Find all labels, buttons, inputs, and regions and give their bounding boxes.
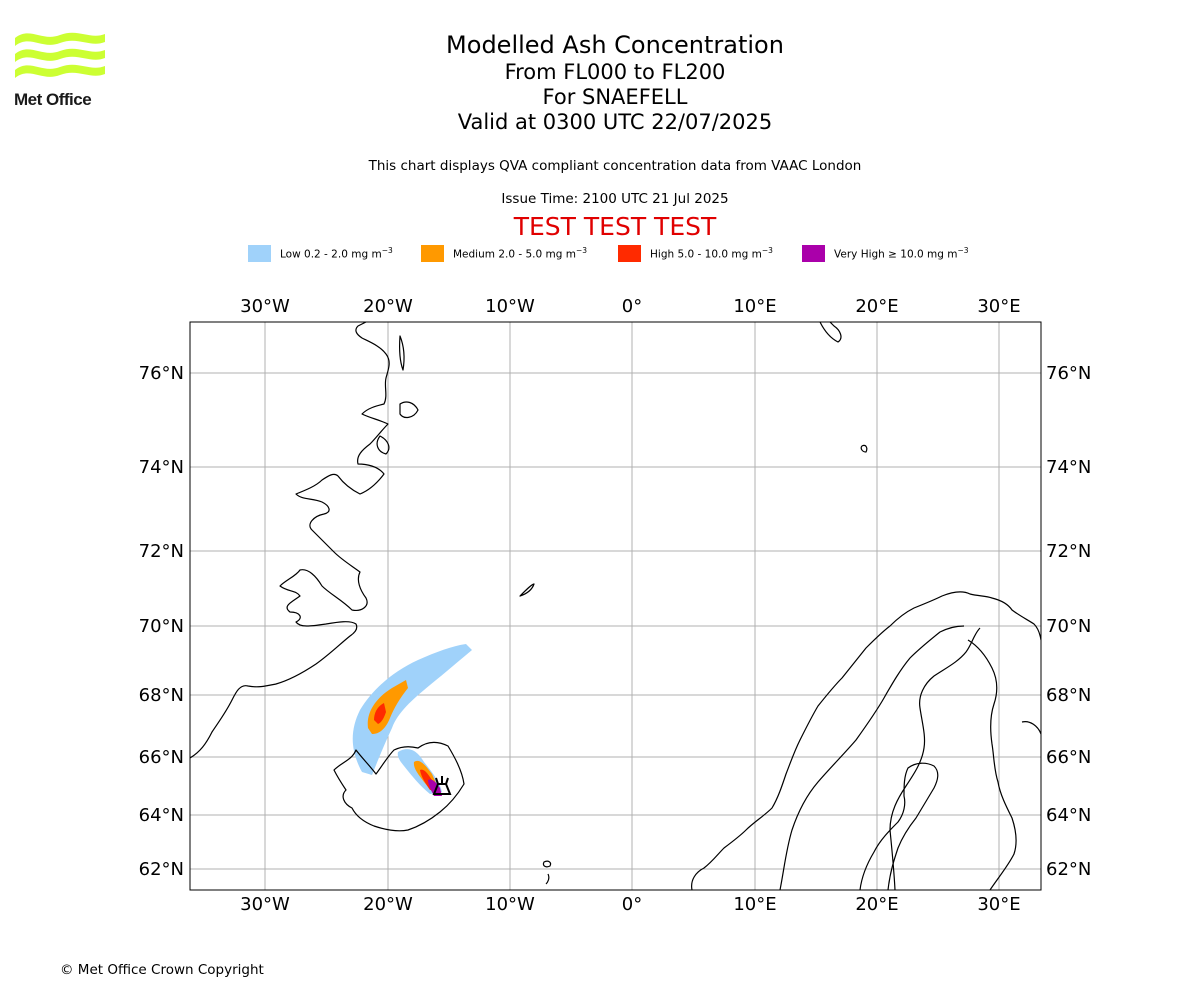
chart-title: Modelled Ash Concentration bbox=[446, 31, 784, 59]
lat-label: 66°N bbox=[139, 747, 184, 768]
lat-label: 70°N bbox=[1046, 616, 1091, 637]
map-frame bbox=[189, 321, 1042, 891]
lat-label: 64°N bbox=[139, 805, 184, 826]
legend-swatch-low bbox=[248, 245, 271, 262]
test-banner: TEST TEST TEST bbox=[513, 212, 717, 241]
lon-label: 10°W bbox=[485, 296, 535, 317]
lon-labels-top: 30°W 20°W 10°W 0° 10°E 20°E 30°E bbox=[240, 296, 1020, 317]
legend-label-high: High 5.0 - 10.0 mg m bbox=[650, 248, 762, 261]
volcano-name: For SNAEFELL bbox=[542, 85, 688, 109]
chart-description: This chart displays QVA compliant concen… bbox=[368, 158, 862, 174]
met-office-logo: Met Office bbox=[12, 28, 112, 118]
legend-label-medium: Medium 2.0 - 5.0 mg m bbox=[453, 248, 576, 261]
valid-time: Valid at 0300 UTC 22/07/2025 bbox=[457, 110, 773, 134]
legend-label-low: Low 0.2 - 2.0 mg m bbox=[280, 248, 382, 261]
legend-swatch-high bbox=[618, 245, 641, 262]
chart-titles: Modelled Ash Concentration From FL000 to… bbox=[0, 30, 1200, 135]
coastlines bbox=[190, 322, 1041, 890]
lat-label: 72°N bbox=[139, 541, 184, 562]
lon-label: 30°W bbox=[240, 894, 290, 915]
lon-labels-bottom: 30°W 20°W 10°W 0° 10°E 20°E 30°E bbox=[240, 894, 1020, 915]
lon-label: 30°E bbox=[977, 296, 1020, 317]
lon-label: 30°W bbox=[240, 296, 290, 317]
lat-label: 74°N bbox=[1046, 457, 1091, 478]
lat-label: 74°N bbox=[139, 457, 184, 478]
lon-label: 20°E bbox=[855, 296, 898, 317]
lat-labels-left: 76°N 74°N 72°N 70°N 68°N 66°N 64°N 62°N bbox=[139, 363, 184, 880]
lon-label: 0° bbox=[622, 296, 642, 317]
lat-label: 68°N bbox=[1046, 685, 1091, 706]
lat-label: 62°N bbox=[1046, 859, 1091, 880]
lon-label: 10°E bbox=[733, 296, 776, 317]
lon-label: 20°W bbox=[363, 296, 413, 317]
lon-label: 10°E bbox=[733, 894, 776, 915]
lat-label: 76°N bbox=[1046, 363, 1091, 384]
lat-labels-right: 76°N 74°N 72°N 70°N 68°N 66°N 64°N 62°N bbox=[1046, 363, 1091, 880]
met-office-waves-icon bbox=[15, 32, 105, 78]
logo-text: Met Office bbox=[14, 90, 92, 109]
legend-swatch-medium bbox=[421, 245, 444, 262]
lon-label: 20°W bbox=[363, 894, 413, 915]
lat-label: 76°N bbox=[139, 363, 184, 384]
lon-label: 30°E bbox=[977, 894, 1020, 915]
ash-plume-very-high bbox=[428, 779, 442, 796]
legend-label-very-high: Very High ≥ 10.0 mg m bbox=[834, 248, 958, 261]
lat-label: 64°N bbox=[1046, 805, 1091, 826]
flight-level-range: From FL000 to FL200 bbox=[504, 60, 726, 84]
legend-swatch-very-high bbox=[802, 245, 825, 262]
volcano-symbol-icon bbox=[432, 776, 452, 795]
copyright-notice: © Met Office Crown Copyright bbox=[60, 962, 264, 978]
issue-time: Issue Time: 2100 UTC 21 Jul 2025 bbox=[501, 191, 729, 207]
lat-label: 72°N bbox=[1046, 541, 1091, 562]
lat-label: 68°N bbox=[139, 685, 184, 706]
lon-label: 10°W bbox=[485, 894, 535, 915]
lat-label: 62°N bbox=[139, 859, 184, 880]
map-gridlines bbox=[190, 322, 1041, 890]
lon-label: 0° bbox=[622, 894, 642, 915]
lat-label: 70°N bbox=[139, 616, 184, 637]
lon-label: 20°E bbox=[855, 894, 898, 915]
lat-label: 66°N bbox=[1046, 747, 1091, 768]
